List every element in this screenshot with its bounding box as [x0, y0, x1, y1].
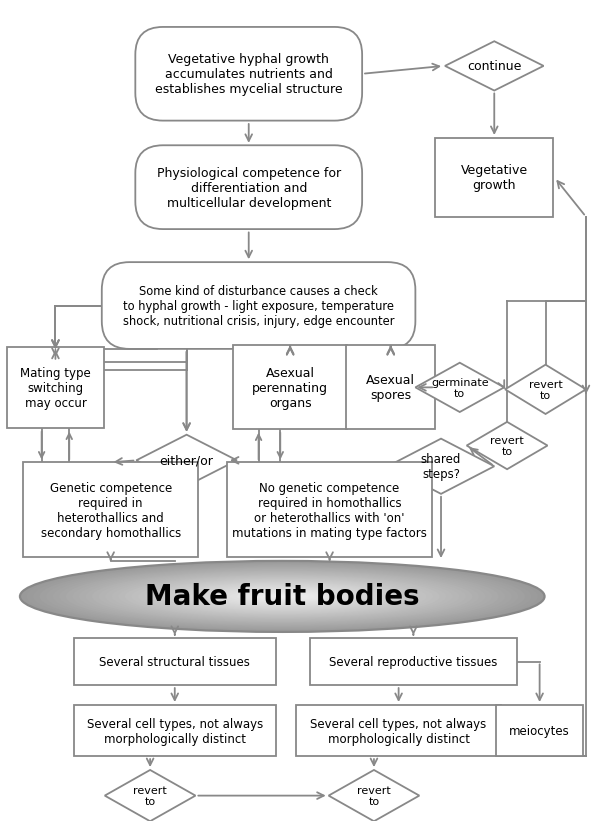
Ellipse shape	[20, 562, 545, 632]
Ellipse shape	[243, 591, 322, 602]
Text: Several cell types, not always
morphologically distinct: Several cell types, not always morpholog…	[310, 717, 487, 744]
Ellipse shape	[230, 590, 335, 604]
Text: Several structural tissues: Several structural tissues	[100, 655, 250, 668]
Text: revert
to: revert to	[357, 785, 391, 806]
FancyBboxPatch shape	[102, 263, 415, 350]
Ellipse shape	[250, 592, 315, 601]
Ellipse shape	[256, 593, 308, 600]
Bar	[74, 638, 276, 686]
Polygon shape	[329, 770, 419, 821]
Polygon shape	[467, 423, 548, 470]
Text: Mating type
switching
may occur: Mating type switching may occur	[20, 366, 91, 409]
Ellipse shape	[73, 568, 492, 625]
Ellipse shape	[53, 566, 512, 628]
Ellipse shape	[184, 583, 380, 610]
Ellipse shape	[112, 574, 453, 619]
Text: either/or: either/or	[160, 454, 214, 467]
Text: revert
to: revert to	[490, 435, 524, 457]
Ellipse shape	[158, 580, 407, 614]
Bar	[23, 463, 199, 557]
Text: revert
to: revert to	[529, 379, 562, 400]
Text: Asexual
spores: Asexual spores	[366, 374, 415, 402]
Text: Vegetative hyphal growth
accumulates nutrients and
establishes mycelial structur: Vegetative hyphal growth accumulates nut…	[155, 53, 343, 96]
Ellipse shape	[66, 567, 499, 626]
Ellipse shape	[125, 576, 440, 618]
Text: Vegetative
growth: Vegetative growth	[461, 164, 528, 192]
Bar	[296, 705, 501, 756]
Text: Some kind of disturbance causes a check
to hyphal growth - light exposure, tempe: Some kind of disturbance causes a check …	[123, 284, 394, 327]
Ellipse shape	[105, 573, 460, 620]
FancyBboxPatch shape	[136, 146, 362, 230]
Ellipse shape	[131, 576, 433, 617]
Text: shared
steps?: shared steps?	[421, 452, 461, 480]
Text: Asexual
perennating
organs: Asexual perennating organs	[252, 366, 328, 409]
Text: Genetic competence
required in
heterothallics and
secondary homothallics: Genetic competence required in heterotha…	[41, 481, 181, 539]
Ellipse shape	[145, 578, 420, 615]
Bar	[435, 139, 553, 218]
Ellipse shape	[40, 564, 525, 629]
Text: Make fruit bodies: Make fruit bodies	[145, 583, 419, 610]
Bar	[7, 347, 104, 428]
Text: Physiological competence for
differentiation and
multicellular development: Physiological competence for differentia…	[157, 166, 341, 209]
Ellipse shape	[79, 569, 485, 624]
Polygon shape	[136, 435, 237, 486]
Bar	[227, 463, 432, 557]
Ellipse shape	[26, 562, 538, 631]
Ellipse shape	[190, 585, 374, 609]
Bar	[496, 705, 583, 756]
Ellipse shape	[236, 590, 328, 603]
Ellipse shape	[197, 586, 367, 608]
Bar	[310, 638, 517, 686]
Ellipse shape	[92, 571, 472, 623]
Polygon shape	[505, 366, 586, 414]
Ellipse shape	[275, 595, 289, 598]
Ellipse shape	[223, 589, 341, 605]
Ellipse shape	[269, 595, 295, 599]
Ellipse shape	[203, 586, 361, 607]
Ellipse shape	[33, 563, 532, 630]
Text: continue: continue	[467, 60, 521, 74]
Ellipse shape	[164, 581, 400, 613]
Text: Several cell types, not always
morphologically distinct: Several cell types, not always morpholog…	[86, 717, 263, 744]
Ellipse shape	[46, 565, 518, 629]
FancyBboxPatch shape	[136, 28, 362, 122]
Bar	[346, 346, 435, 430]
Text: meiocytes: meiocytes	[509, 724, 570, 737]
Ellipse shape	[151, 579, 413, 614]
Ellipse shape	[217, 588, 348, 605]
Text: revert
to: revert to	[133, 785, 167, 806]
Polygon shape	[388, 439, 494, 495]
Text: No genetic competence
required in homothallics
or heterothallics with 'on'
mutat: No genetic competence required in homoth…	[232, 481, 427, 539]
Ellipse shape	[171, 581, 394, 612]
Ellipse shape	[86, 570, 479, 624]
Text: Several reproductive tissues: Several reproductive tissues	[329, 655, 497, 668]
Ellipse shape	[263, 594, 302, 600]
Polygon shape	[105, 770, 196, 821]
Bar	[233, 346, 347, 430]
Ellipse shape	[59, 566, 505, 627]
Polygon shape	[445, 42, 544, 92]
Ellipse shape	[138, 577, 427, 616]
Ellipse shape	[178, 582, 387, 611]
Ellipse shape	[98, 572, 466, 622]
Ellipse shape	[210, 587, 355, 606]
Bar	[74, 705, 276, 756]
Text: germinate
to: germinate to	[431, 377, 488, 399]
Polygon shape	[415, 363, 504, 413]
Ellipse shape	[118, 575, 446, 619]
